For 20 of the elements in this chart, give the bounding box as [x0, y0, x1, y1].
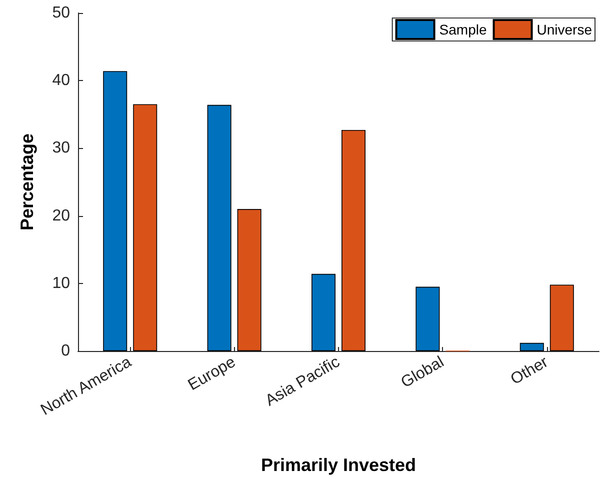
legend-label: Universe: [536, 22, 592, 38]
bar: [103, 71, 128, 351]
y-tick-label: 30: [52, 140, 70, 157]
x-axis-title: Primarily Invested: [260, 455, 416, 475]
y-tick-label: 0: [61, 342, 70, 360]
y-tick-label: 40: [52, 72, 70, 90]
bar: [237, 209, 262, 351]
y-tick-label: 20: [52, 207, 70, 224]
bar: [312, 274, 336, 351]
bar: [207, 104, 232, 351]
y-tick-label: 10: [52, 274, 70, 292]
bar: [342, 130, 366, 351]
bar: [416, 286, 440, 351]
y-axis-title: Percentage: [17, 133, 37, 231]
y-tick-label: 50: [52, 4, 70, 22]
legend-label: Sample: [439, 22, 487, 38]
bar: [550, 284, 574, 351]
x-tick-label: Other: [508, 353, 552, 388]
bar: [133, 104, 158, 351]
bar: [520, 342, 544, 351]
